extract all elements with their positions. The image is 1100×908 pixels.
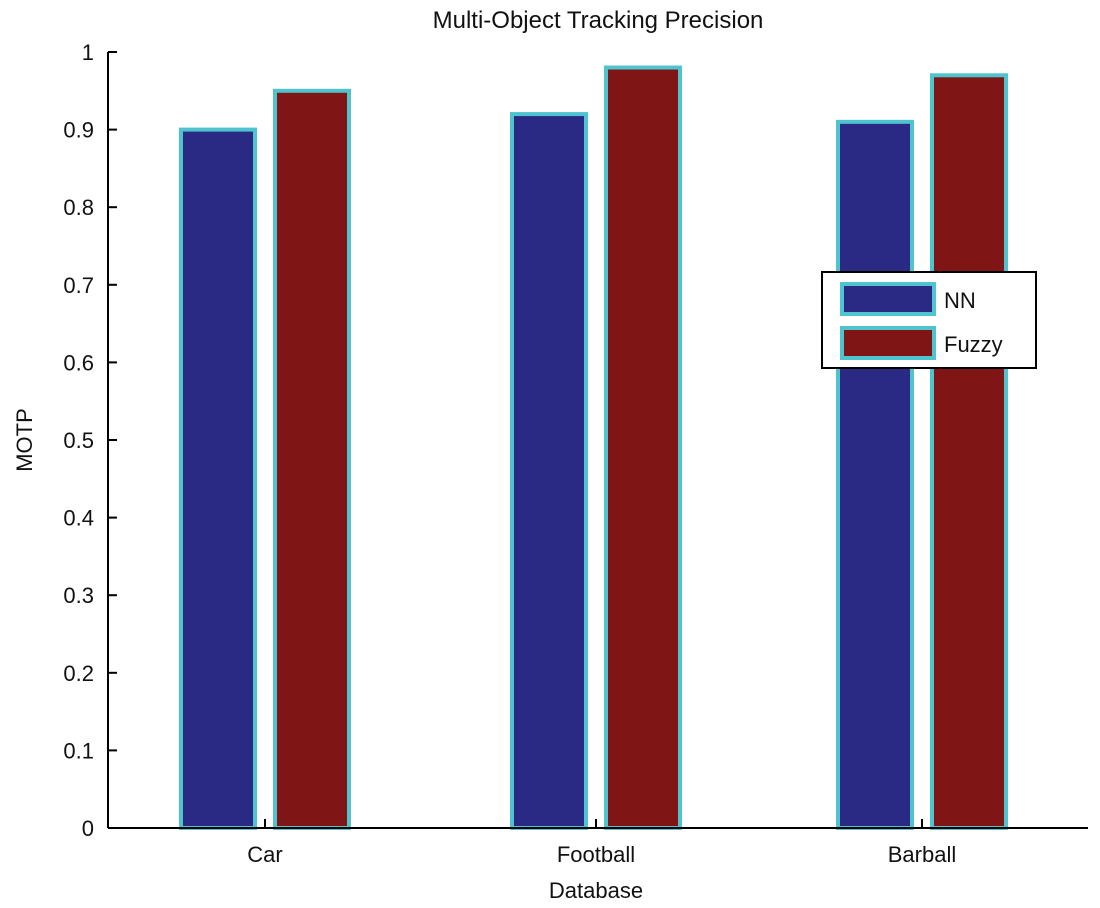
y-tick-label: 1 bbox=[82, 40, 94, 65]
bar-nn-car bbox=[179, 127, 257, 831]
x-tick-label: Barball bbox=[888, 842, 956, 867]
y-tick-label: 0.3 bbox=[63, 583, 94, 608]
legend-swatch-fuzzy bbox=[840, 326, 936, 360]
bar-fuzzy-car bbox=[273, 88, 351, 831]
y-tick-label: 0.7 bbox=[63, 273, 94, 298]
y-tick-label: 0.6 bbox=[63, 350, 94, 375]
y-tick-label: 0.2 bbox=[63, 661, 94, 686]
legend: NN Fuzzy bbox=[821, 271, 1037, 369]
plot-area: 0 0.1 0.2 0.3 0.4 0.5 0.6 0.7 0.8 0.9 1 Car Football… bbox=[63, 40, 1088, 867]
legend-label-nn: NN bbox=[944, 288, 976, 313]
x-tick-label: Football bbox=[557, 842, 635, 867]
bar-nn-barball bbox=[836, 119, 914, 830]
legend-label-fuzzy: Fuzzy bbox=[944, 332, 1003, 357]
y-tick-label: 0.4 bbox=[63, 506, 94, 531]
x-tick-label: Car bbox=[247, 842, 282, 867]
legend-swatch-nn bbox=[840, 282, 936, 316]
bar-nn-football bbox=[510, 112, 588, 830]
x-axis-label: Database bbox=[549, 878, 643, 903]
bar-fuzzy-barball bbox=[930, 73, 1008, 830]
y-tick-label: 0.9 bbox=[63, 118, 94, 143]
y-tick-label: 0.5 bbox=[63, 428, 94, 453]
y-tick-label: 0.8 bbox=[63, 195, 94, 220]
bar-fuzzy-football bbox=[604, 65, 682, 830]
y-axis-label: MOTP bbox=[12, 408, 37, 472]
y-tick-label: 0 bbox=[82, 816, 94, 841]
chart-title: Multi-Object Tracking Precision bbox=[433, 7, 764, 34]
y-tick-label: 0.1 bbox=[63, 738, 94, 763]
